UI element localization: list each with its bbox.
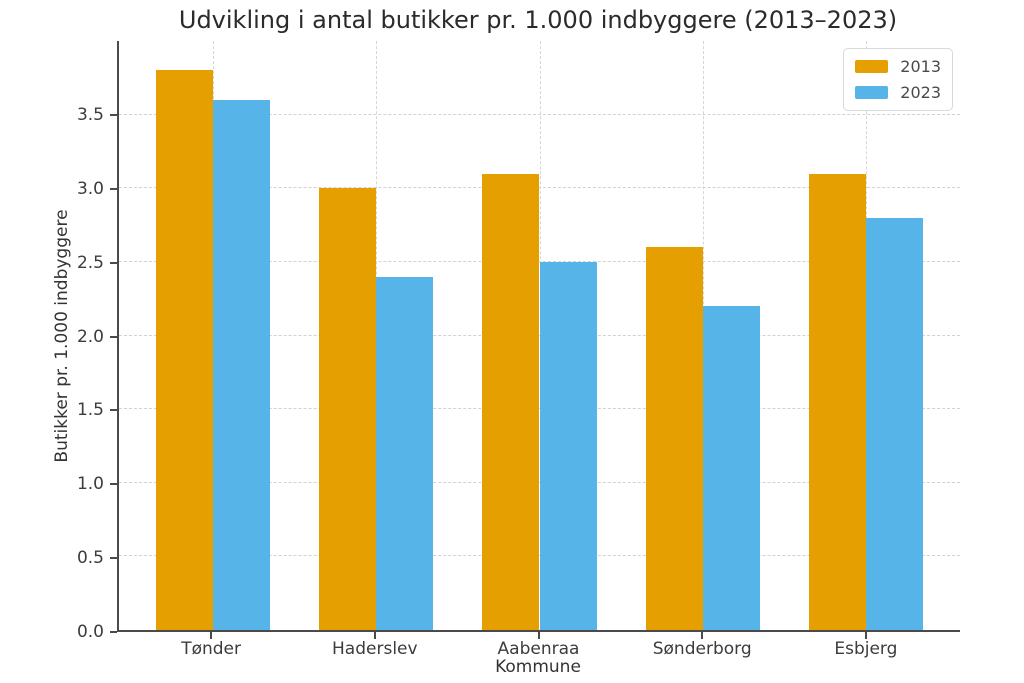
bar-2023-sønderborg xyxy=(702,306,760,630)
bar-2023-aabenraa xyxy=(539,261,597,630)
y-tick-label: 0.5 xyxy=(76,548,104,569)
x-tick-mark xyxy=(537,632,540,639)
bar-2013-sønderborg xyxy=(645,247,703,630)
bar-2013-aabenraa xyxy=(482,173,540,630)
y-tick-label: 2.5 xyxy=(76,252,104,273)
legend-label: 2013 xyxy=(900,57,941,76)
legend-item: 2013 xyxy=(855,57,941,76)
y-tick-mark xyxy=(110,557,117,560)
bar-2013-tønder xyxy=(155,70,213,630)
x-tick-label: Aabenraa xyxy=(497,639,580,659)
bar-2023-haderslev xyxy=(376,276,434,630)
y-tick-label: 0.0 xyxy=(76,622,104,642)
y-tick-mark xyxy=(110,335,117,338)
y-tick-label: 1.0 xyxy=(76,474,104,495)
y-tick-label: 1.5 xyxy=(76,400,104,421)
x-tick-mark xyxy=(864,632,867,639)
plot-area xyxy=(117,41,960,632)
bar-2013-esbjerg xyxy=(808,173,867,630)
x-tick-mark xyxy=(373,632,376,639)
x-tick-mark xyxy=(210,632,213,639)
y-tick-mark xyxy=(110,187,117,190)
legend-label: 2023 xyxy=(900,83,941,102)
x-tick-label: Haderslev xyxy=(332,639,418,659)
legend-swatch-2013 xyxy=(855,60,889,73)
y-tick-label: 3.0 xyxy=(76,178,104,199)
bar-2023-tønder xyxy=(212,99,271,630)
bar-2023-esbjerg xyxy=(866,217,924,630)
y-tick-mark xyxy=(110,483,117,486)
x-tick-label: Esbjerg xyxy=(834,639,898,659)
x-tick-label: Sønderborg xyxy=(652,639,752,659)
y-tick-mark xyxy=(110,113,117,116)
y-tick-mark xyxy=(110,409,117,412)
y-tick-label: 3.5 xyxy=(76,104,104,125)
chart-title: Udvikling i antal butikker pr. 1.000 ind… xyxy=(178,6,898,34)
bar-2013-haderslev xyxy=(319,188,377,630)
legend-item: 2023 xyxy=(855,83,941,102)
x-tick-label: Tønder xyxy=(181,639,242,659)
y-tick-mark xyxy=(110,631,117,633)
x-tick-mark xyxy=(701,632,704,639)
y-tick-label: 2.0 xyxy=(76,326,104,347)
x-axis-label: Kommune xyxy=(495,657,581,677)
legend: 2013 2023 xyxy=(843,48,953,111)
legend-swatch-2023 xyxy=(855,86,889,99)
y-tick-mark xyxy=(110,261,117,264)
